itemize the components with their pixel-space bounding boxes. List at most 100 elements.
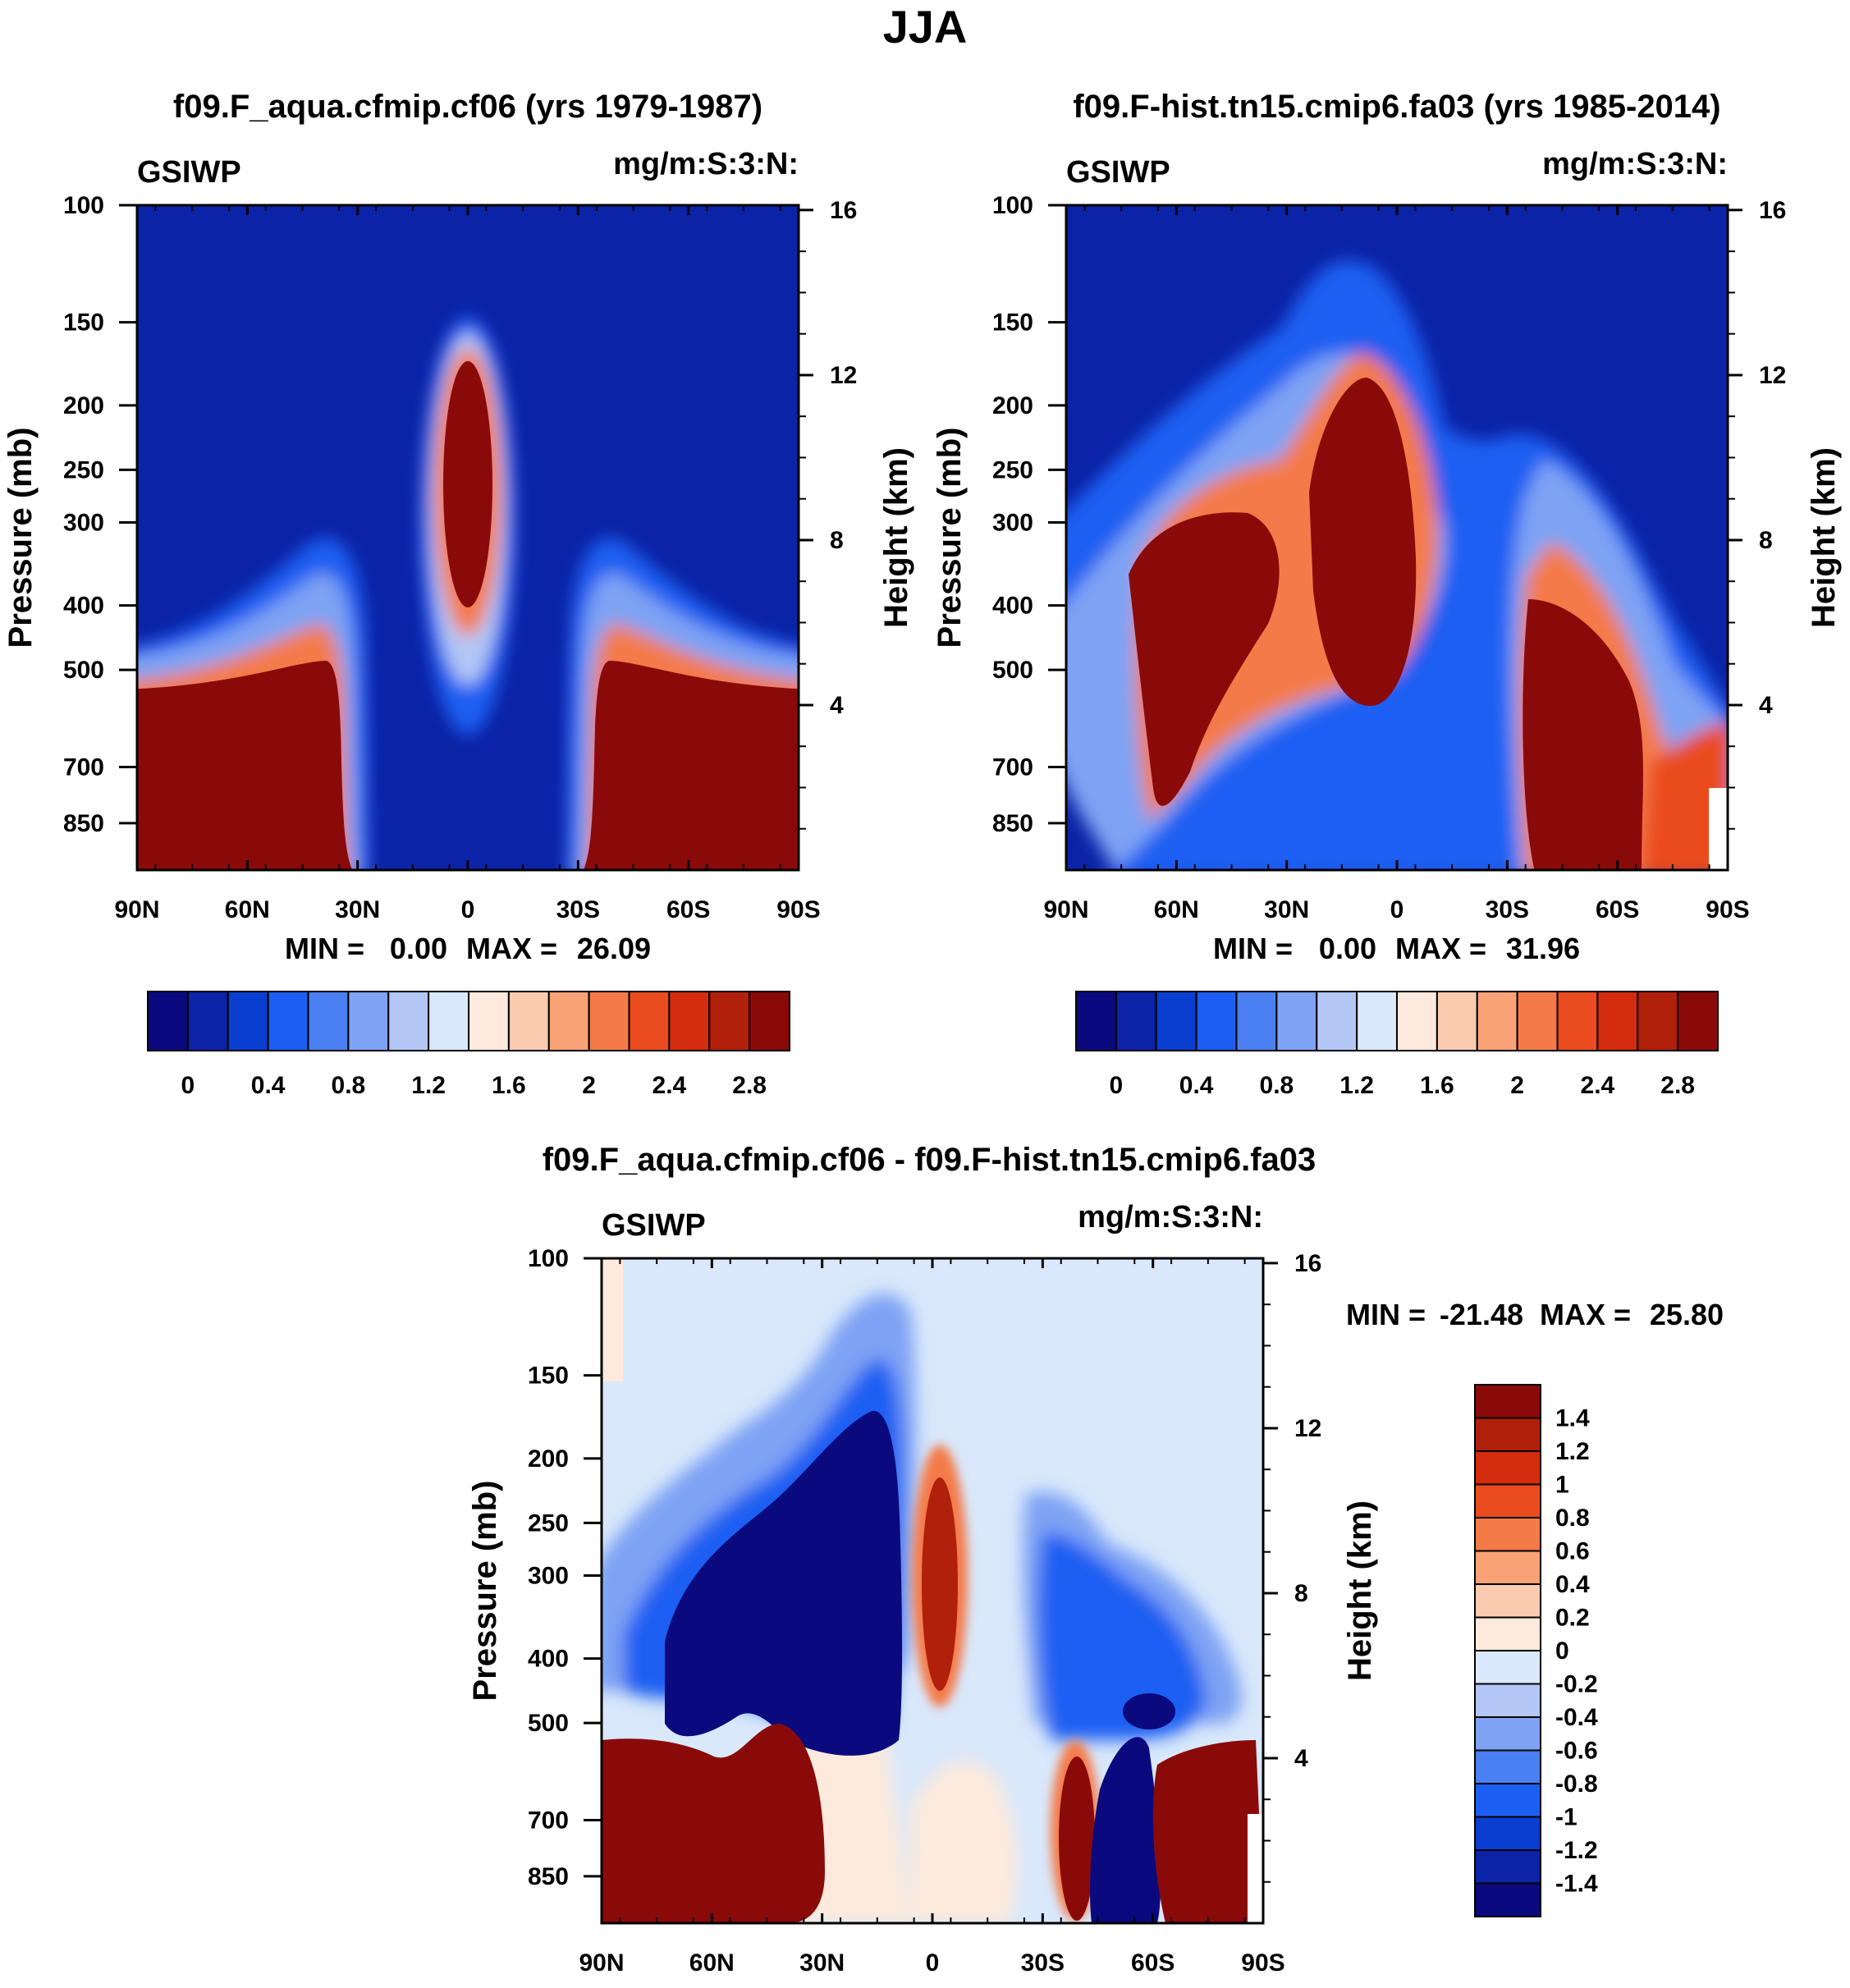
- y-tick-label: 300: [528, 1562, 569, 1589]
- y-tick-label: 200: [63, 392, 104, 419]
- colorbar-box: [1516, 991, 1559, 1051]
- colorbar-box: [1436, 991, 1478, 1051]
- y2-tick-label: 4: [830, 692, 844, 719]
- panel-left-stats: MIN = 0.00 MAX = 26.09: [285, 932, 651, 965]
- y2-tick-label: 12: [1294, 1415, 1321, 1442]
- y2-tick-label: 16: [1759, 197, 1786, 224]
- x-tick-label: 60S: [1596, 896, 1639, 923]
- panel-left-max-label: MAX =: [466, 932, 557, 965]
- colorbar-box: [1677, 991, 1719, 1051]
- y-tick-label: 850: [63, 810, 104, 837]
- colorbar-box: [1474, 1616, 1541, 1651]
- colorbar-box: [708, 991, 751, 1051]
- x-tick-label: 30N: [799, 1949, 845, 1977]
- y-tick-label: 500: [992, 657, 1033, 684]
- colorbar-box: [1474, 1450, 1541, 1486]
- colorbar-label: 2.8: [732, 1072, 767, 1099]
- colorbar-box: [1474, 1417, 1541, 1452]
- colorbar-box: [1474, 1716, 1541, 1752]
- x-tick-label: 60N: [689, 1949, 735, 1977]
- colorbar-box: [1474, 1849, 1541, 1885]
- y2-tick-label: 8: [830, 527, 844, 554]
- y2-tick-label: 4: [1759, 692, 1773, 719]
- panel-right-min-label: MIN =: [1213, 932, 1293, 965]
- y2-tick-label: 16: [830, 197, 857, 224]
- colorbar-label: 2: [582, 1072, 596, 1099]
- diff-south-neg-column: [1090, 1737, 1161, 1923]
- colorbar-box: [507, 991, 550, 1051]
- colorbar-label: 0.2: [1555, 1605, 1590, 1632]
- colorbar-label: 1.2: [411, 1072, 446, 1099]
- panel-right-stats: MIN = 0.00 MAX = 31.96: [1213, 932, 1580, 965]
- panel-right: f09.F-hist.tn15.cmip6.fa03 (yrs 1985-201…: [932, 89, 1842, 1099]
- x-tick-label: 60N: [1154, 896, 1199, 923]
- colorbar-box: [1474, 1517, 1541, 1552]
- colorbar-label: 2: [1510, 1072, 1524, 1099]
- colorbar-label: 0.6: [1555, 1538, 1590, 1565]
- colorbar-box: [1474, 1882, 1541, 1917]
- y-tick-label: 300: [63, 509, 104, 536]
- colorbar-box: [1474, 1483, 1541, 1518]
- panel-diff-variable: GSIWP: [602, 1208, 706, 1243]
- colorbar-label: 1: [1555, 1472, 1569, 1499]
- y-tick-label: 250: [992, 456, 1033, 483]
- y-tick-label: 150: [992, 309, 1033, 337]
- panel-right-colorbar: 0 0.4 0.8 1.2 1.6 2 2.4 2.8: [1075, 991, 1719, 1099]
- x-tick-label: 30S: [1021, 1949, 1065, 1977]
- panel-diff: f09.F_aqua.cfmip.cf06 - f09.F-hist.tn15.…: [467, 1142, 1724, 1977]
- y2-tick-label: 8: [1294, 1580, 1308, 1607]
- y-tick-label: 150: [63, 309, 104, 337]
- colorbar-label: 0: [1555, 1638, 1569, 1665]
- y-tick-label: 250: [528, 1509, 569, 1537]
- colorbar-label: -0.8: [1555, 1770, 1598, 1798]
- colorbar-box: [428, 991, 469, 1051]
- colorbar-box: [347, 991, 390, 1051]
- panel-left-variable: GSIWP: [137, 155, 241, 190]
- panel-right-axes: 90N 60N 30N 0 30S 60S 90S 100 150 200 250 300 400 500…: [992, 192, 1786, 923]
- y2-tick-label: 16: [1294, 1250, 1321, 1277]
- y-tick-label: 500: [528, 1710, 569, 1737]
- colorbar-label: 0.8: [1260, 1072, 1294, 1099]
- colorbar-box: [547, 991, 590, 1051]
- y-tick-label: 850: [992, 810, 1033, 837]
- panel-right-max: 31.96: [1506, 932, 1580, 965]
- panel-left-field: [137, 205, 799, 870]
- diff-south-negative: [1123, 1693, 1175, 1729]
- panel-right-y2label: Height (km): [1806, 447, 1842, 628]
- panel-right-title: f09.F-hist.tn15.cmip6.fa03 (yrs 1985-201…: [1073, 89, 1720, 125]
- panel-diff-min: -21.48: [1440, 1298, 1523, 1331]
- panel-diff-y2label: Height (km): [1342, 1500, 1378, 1681]
- right-south-core: [1523, 599, 1643, 870]
- panel-left-max: 26.09: [577, 932, 651, 965]
- x-tick-label: 30N: [335, 896, 380, 923]
- panel-diff-max: 25.80: [1650, 1298, 1724, 1331]
- panel-left-colorbar: 0 0.4 0.8 1.2 1.6 2 2.4 2.8: [147, 991, 790, 1099]
- x-tick-label: 90S: [1241, 1949, 1284, 1977]
- y-tick-label: 100: [63, 192, 104, 219]
- colorbar-box: [1474, 1650, 1541, 1685]
- x-tick-label: 90N: [1043, 896, 1088, 923]
- y-tick-label: 200: [992, 392, 1033, 419]
- colorbar-label: -0.6: [1555, 1738, 1598, 1765]
- colorbar-box: [1474, 1583, 1541, 1619]
- y2-tick-label: 8: [1759, 527, 1773, 554]
- y-tick-label: 250: [63, 456, 104, 483]
- diff-south-positive-2: [1152, 1740, 1263, 1923]
- colorbar-box: [1155, 991, 1197, 1051]
- left-north-core: [137, 661, 353, 870]
- colorbar-box: [1396, 991, 1438, 1051]
- colorbar-label: 0.4: [1555, 1571, 1590, 1598]
- colorbar-box: [1596, 991, 1639, 1051]
- panel-diff-ylabel: Pressure (mb): [467, 1481, 503, 1702]
- panel-diff-colorbar: 1.4 1.2 1 0.8 0.6 0.4 0.2 0 -0.2 -0.4 -0.6 -0.8 -1 -1…: [1474, 1384, 1598, 1917]
- colorbar-label: 0: [1110, 1072, 1124, 1099]
- colorbar-label: 2.8: [1660, 1072, 1695, 1099]
- x-tick-label: 90S: [1706, 896, 1749, 923]
- panel-diff-axes: 90N 60N 30N 0 30S 60S 90S 100 150 200 250 300 400 500…: [528, 1245, 1321, 1977]
- diff-south-positive-1: [1059, 1757, 1095, 1921]
- panel-diff-title: f09.F_aqua.cfmip.cf06 - f09.F-hist.tn15.…: [543, 1142, 1317, 1178]
- colorbar-box: [668, 991, 711, 1051]
- colorbar-box: [227, 991, 269, 1051]
- y-tick-label: 400: [63, 593, 104, 620]
